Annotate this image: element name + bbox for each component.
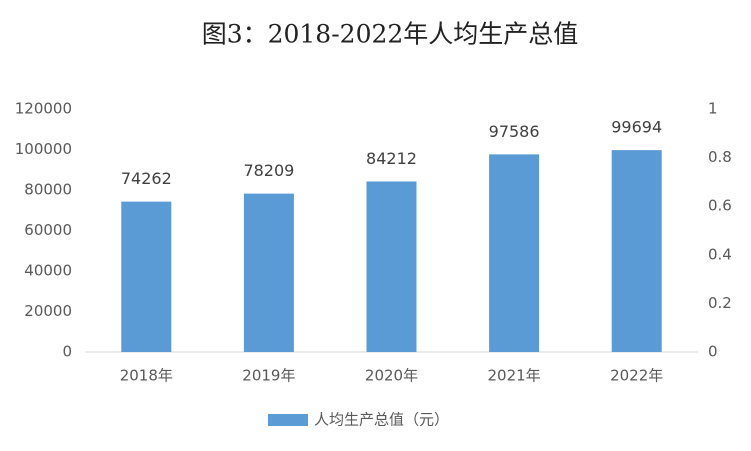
y-tick-label: 60000: [24, 221, 72, 239]
legend-label: 人均生产总值（元）: [314, 411, 449, 429]
y2-tick-label: 0.2: [708, 294, 732, 312]
bar: [121, 201, 172, 352]
y-tick-label: 120000: [15, 100, 72, 118]
y2-tick-label: 0.8: [708, 148, 732, 166]
x-tick-label: 2022年: [610, 367, 663, 385]
chart-title: 图3：2018-2022年人均生产总值: [202, 20, 579, 49]
data-label: 78209: [243, 161, 294, 180]
x-tick-label: 2019年: [242, 367, 295, 385]
data-label: 97586: [489, 122, 540, 141]
data-label: 74262: [121, 169, 172, 188]
y2-tick-label: 0.4: [708, 245, 732, 263]
data-label: 99694: [611, 118, 662, 137]
y-tick-label: 0: [62, 343, 72, 361]
y2-tick-label: 0.6: [708, 197, 732, 215]
x-tick-label: 2018年: [120, 367, 173, 385]
legend-swatch: [268, 414, 308, 426]
y2-tick-label: 1: [708, 100, 718, 118]
x-tick-label: 2020年: [365, 367, 418, 385]
bar: [366, 181, 417, 352]
y-tick-label: 40000: [24, 262, 72, 280]
y-tick-label: 100000: [15, 140, 72, 158]
bar: [243, 193, 294, 352]
data-label: 84212: [366, 149, 417, 168]
y-tick-label: 20000: [24, 302, 72, 320]
y-tick-label: 80000: [24, 181, 72, 199]
bar: [489, 154, 540, 352]
x-tick-label: 2021年: [488, 367, 541, 385]
y2-tick-label: 0: [708, 343, 718, 361]
bar: [611, 150, 662, 352]
